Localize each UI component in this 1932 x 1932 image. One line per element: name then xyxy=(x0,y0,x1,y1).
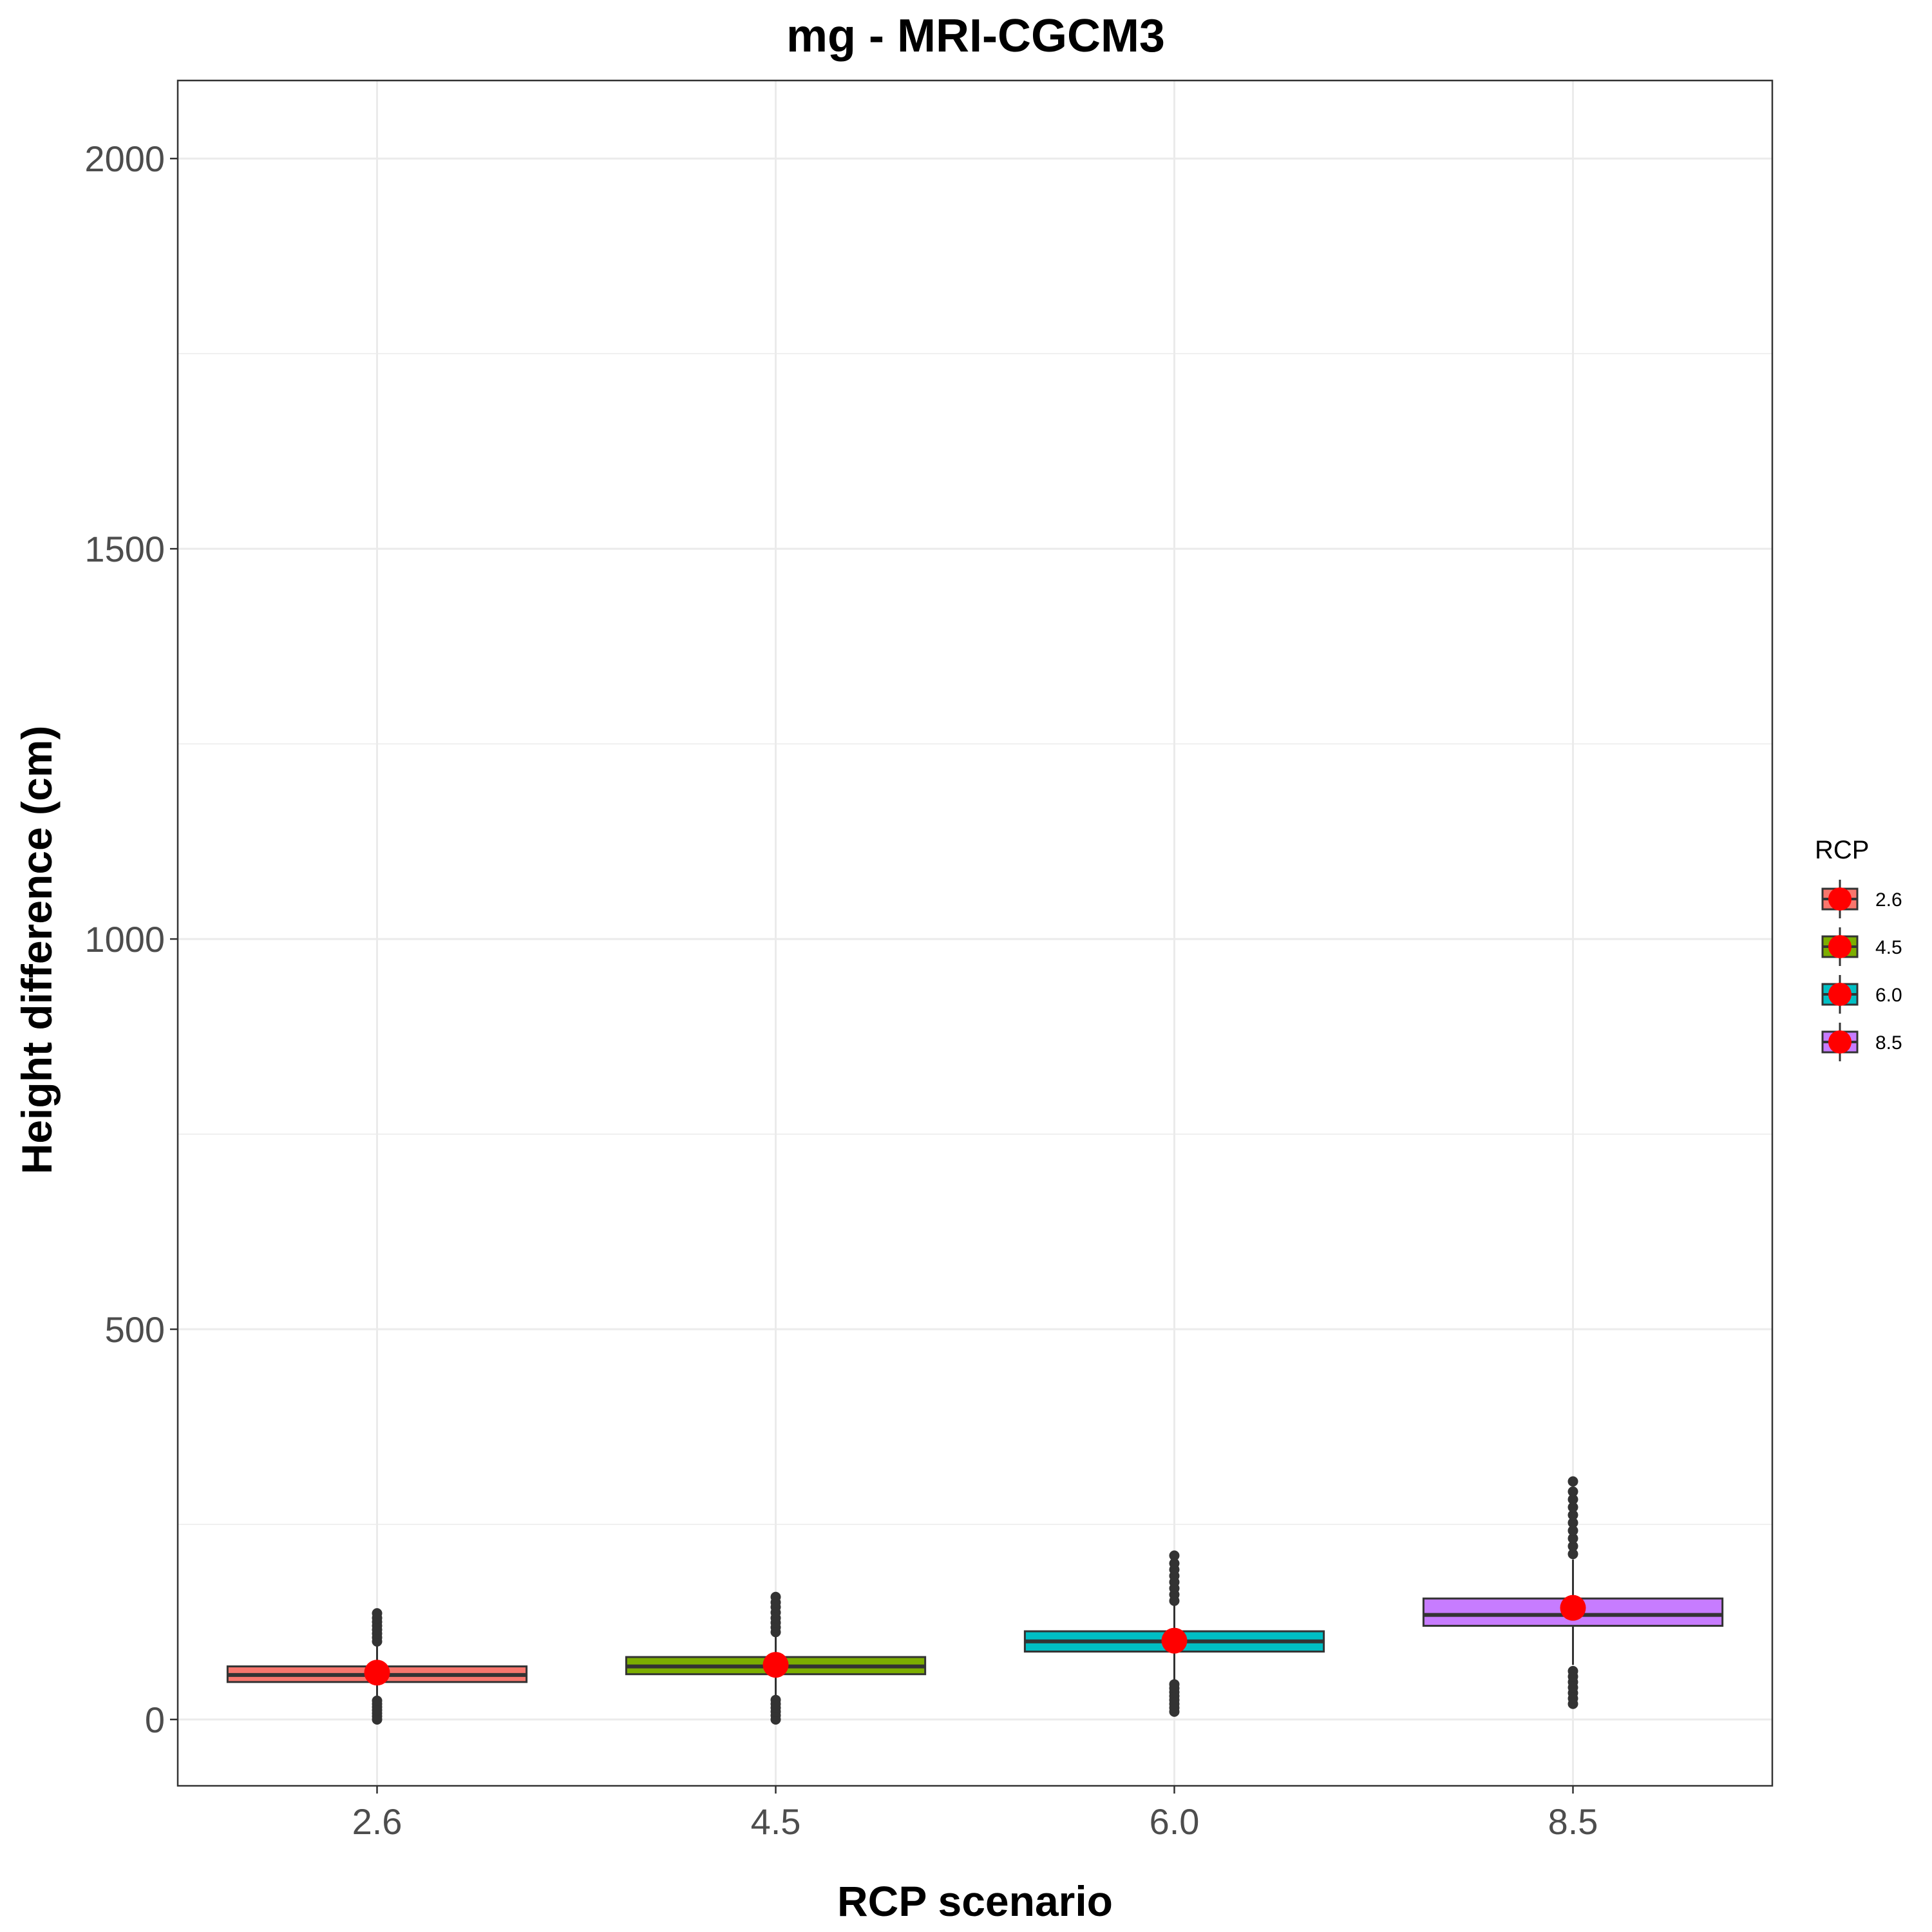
legend-label: 8.5 xyxy=(1875,1032,1902,1054)
outlier-point xyxy=(1567,1665,1578,1676)
mean-point xyxy=(364,1660,390,1686)
legend-label: 2.6 xyxy=(1875,889,1902,911)
outlier-point xyxy=(1567,1494,1578,1505)
outlier-point xyxy=(1567,1502,1578,1513)
boxplot-8-5 xyxy=(1422,1476,1724,1709)
legend: RCP 2.6 4.5 6.0 8.5 xyxy=(1815,836,1902,1061)
boxplot-2-6 xyxy=(226,1608,528,1725)
outlier-point xyxy=(372,1695,383,1706)
legend-item-8-5: 8.5 xyxy=(1821,1023,1902,1061)
x-tick-label: 4.5 xyxy=(751,1801,801,1842)
x-axis: 2.6 4.5 6.0 8.5 xyxy=(352,1786,1598,1842)
legend-title: RCP xyxy=(1815,836,1869,864)
boxplot-6-0 xyxy=(1023,1550,1325,1717)
outlier-point xyxy=(372,1608,383,1619)
legend-key-mean xyxy=(1828,935,1852,958)
outlier-point xyxy=(770,1591,781,1602)
outlier-point xyxy=(770,1694,781,1705)
outlier-point xyxy=(1567,1540,1578,1551)
x-tick-label: 8.5 xyxy=(1548,1801,1598,1842)
boxplot-marks xyxy=(226,1476,1724,1725)
outlier-point xyxy=(1567,1517,1578,1528)
outlier-point xyxy=(1567,1476,1578,1487)
outlier-point xyxy=(1567,1486,1578,1497)
mean-point xyxy=(1161,1627,1188,1654)
chart-title: mg - MRI-CGCM3 xyxy=(786,10,1165,62)
legend-label: 6.0 xyxy=(1875,985,1902,1006)
y-tick-label: 500 xyxy=(105,1309,165,1350)
legend-item-4-5: 4.5 xyxy=(1821,927,1902,966)
x-tick-label: 6.0 xyxy=(1150,1801,1200,1842)
y-axis: 0 500 1000 1500 2000 xyxy=(84,138,178,1740)
mean-point xyxy=(1560,1595,1586,1621)
legend-item-6-0: 6.0 xyxy=(1821,975,1902,1014)
y-tick-label: 2000 xyxy=(84,138,165,179)
outlier-point xyxy=(1567,1549,1578,1560)
legend-key-mean xyxy=(1828,983,1852,1006)
panel-border xyxy=(176,79,1774,1787)
mean-point xyxy=(762,1652,789,1678)
y-tick-label: 1000 xyxy=(84,919,165,960)
legend-key-mean xyxy=(1828,887,1852,911)
boxplot-4-5 xyxy=(625,1591,927,1725)
y-axis-title: Height difference (cm) xyxy=(13,726,61,1175)
legend-item-2-6: 2.6 xyxy=(1821,880,1902,918)
outlier-point xyxy=(1169,1550,1180,1561)
y-tick-label: 0 xyxy=(145,1700,165,1740)
outlier-point xyxy=(1567,1510,1578,1520)
x-tick-label: 2.6 xyxy=(352,1801,402,1842)
outlier-point xyxy=(1169,1558,1180,1569)
outlier-point xyxy=(1169,1679,1180,1690)
legend-label: 4.5 xyxy=(1875,937,1902,958)
outlier-point xyxy=(1567,1533,1578,1544)
x-axis-title: RCP scenario xyxy=(837,1877,1113,1925)
y-tick-label: 1500 xyxy=(84,529,165,569)
legend-key-mean xyxy=(1828,1030,1852,1054)
outlier-point xyxy=(1567,1525,1578,1536)
